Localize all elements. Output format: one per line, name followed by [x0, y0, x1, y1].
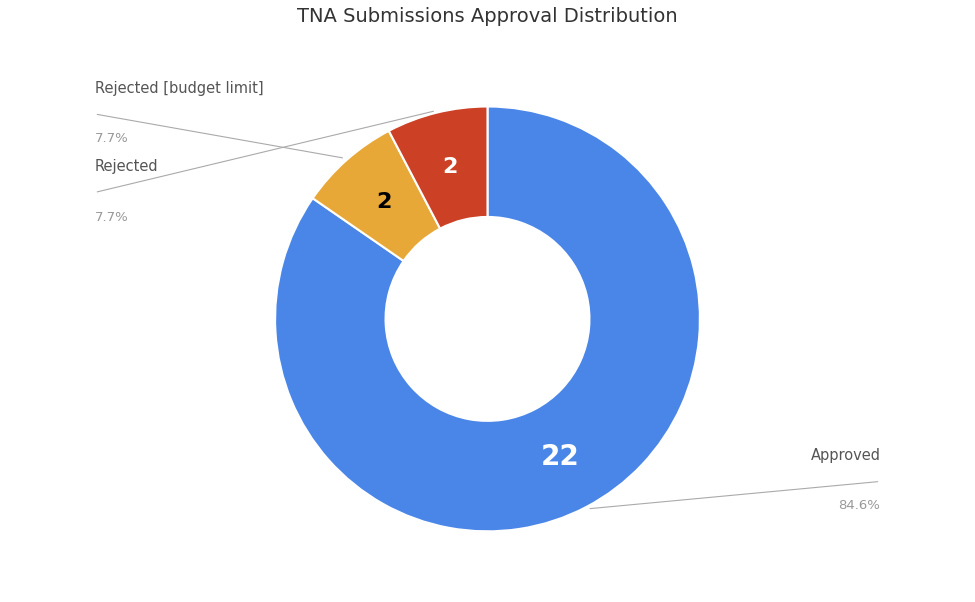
Text: 7.7%: 7.7% — [95, 132, 129, 145]
Text: Rejected: Rejected — [95, 160, 158, 175]
Title: TNA Submissions Approval Distribution: TNA Submissions Approval Distribution — [297, 7, 678, 26]
Text: Approved: Approved — [810, 448, 880, 464]
Wedge shape — [275, 107, 700, 532]
Text: 7.7%: 7.7% — [95, 211, 129, 223]
Wedge shape — [313, 131, 440, 261]
Wedge shape — [389, 107, 488, 229]
Text: 2: 2 — [376, 192, 392, 212]
Text: 2: 2 — [443, 157, 458, 178]
Text: 22: 22 — [541, 443, 579, 471]
Text: 84.6%: 84.6% — [838, 500, 880, 512]
Text: Rejected [budget limit]: Rejected [budget limit] — [95, 81, 263, 96]
